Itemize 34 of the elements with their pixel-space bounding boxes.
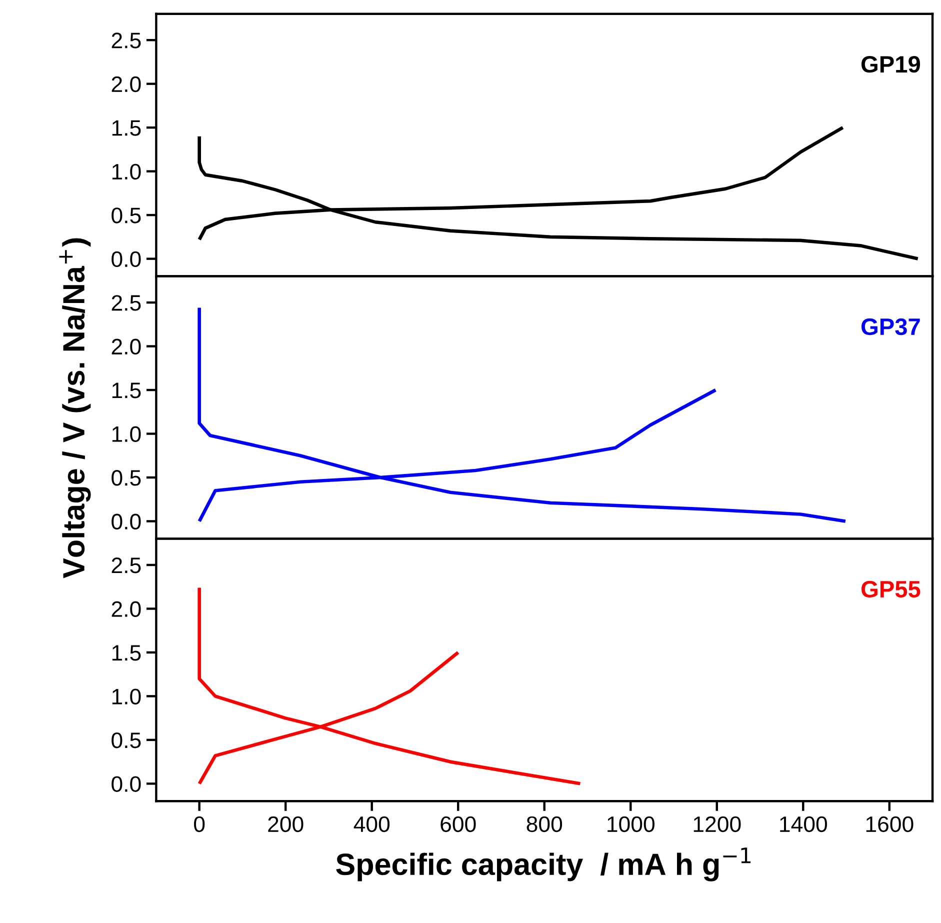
y-tick-label: 1.5: [112, 382, 141, 398]
x-tick-label: 400: [354, 816, 390, 832]
line-series: [198, 306, 848, 523]
y-tick-label: 1.0: [112, 688, 141, 704]
x-tick-label: 200: [268, 816, 304, 832]
y-tick-label: 1.5: [112, 120, 141, 136]
annotation: GP37: [861, 318, 920, 336]
x-tick-label: 600: [440, 816, 476, 832]
y-tick-label: 1.0: [112, 426, 141, 442]
y-tick-label: 0.0: [112, 251, 141, 268]
line-series: [198, 586, 582, 786]
y-tick-label: 2.5: [112, 32, 141, 48]
y-tick-label: 2.0: [112, 601, 141, 617]
x-tick-label: 800: [526, 816, 562, 832]
y-tick-label: 2.0: [112, 338, 141, 355]
y-tick-label: 0.5: [112, 732, 141, 748]
x-axis-title: Specific capacity / mA h g$^{−1}$: [336, 848, 751, 882]
y-axis-title: Voltage / V (vs. Na/Na$^{+}$): [59, 238, 91, 578]
y-tick-label: 0.5: [112, 208, 141, 224]
y-tick-label: 0.5: [112, 470, 141, 486]
x-tick-label: 1000: [608, 816, 654, 832]
y-tick-label: 2.5: [112, 295, 141, 311]
x-tick-label: 1400: [780, 816, 827, 832]
annotation: GP19: [861, 56, 920, 73]
x-tick-label: 1600: [866, 816, 914, 832]
y-tick-label: 0.0: [112, 776, 141, 792]
y-tick-label: 1.0: [112, 164, 141, 180]
y-tick-label: 0.0: [112, 514, 141, 530]
annotation: GP55: [861, 580, 920, 598]
x-tick-label: 1200: [694, 816, 741, 832]
y-tick-label: 1.5: [112, 645, 141, 661]
y-tick-label: 2.5: [112, 558, 141, 574]
y-tick-label: 2.0: [112, 76, 141, 92]
x-tick-label: 0: [194, 816, 205, 832]
